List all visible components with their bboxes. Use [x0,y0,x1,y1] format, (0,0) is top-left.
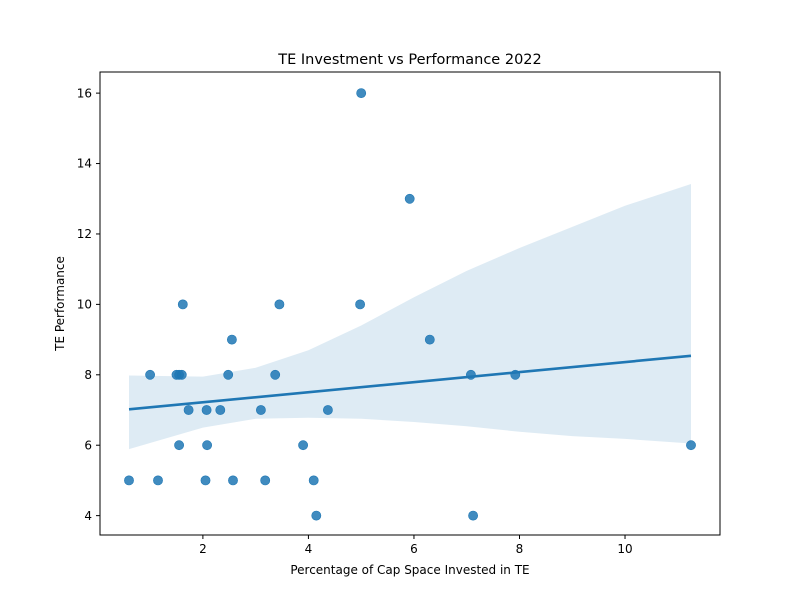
x-axis: 2 4 6 8 10 [199,535,633,556]
data-point [308,475,319,486]
data-point [201,405,212,415]
data-point [124,475,134,486]
x-axis-label: Percentage of Cap Space Invested in TE [290,563,529,577]
data-point [174,440,184,451]
y-tick-label: 16 [77,86,92,100]
y-tick-label: 4 [84,509,92,523]
data-point [223,369,234,380]
data-point [356,88,367,98]
data-point [298,440,308,451]
data-point [311,510,322,521]
y-tick-label: 12 [77,227,92,241]
data-point [200,475,211,486]
data-point [183,405,194,415]
y-tick-label: 8 [84,368,92,382]
data-point [202,440,212,451]
data-point [255,405,266,415]
data-point [355,299,365,310]
confidence-band [129,184,691,450]
y-tick-label: 10 [77,298,92,312]
data-point [686,440,696,451]
data-point [274,299,285,310]
y-tick-label: 6 [84,438,92,452]
data-point [228,475,238,486]
data-point [153,475,163,486]
data-point [177,299,188,310]
data-point [176,369,187,380]
x-tick-label: 8 [516,542,524,556]
y-axis-label: TE Performance [53,256,67,352]
y-axis: 4 6 8 10 12 14 16 [77,86,100,523]
data-point [145,369,155,380]
x-tick-label: 2 [199,542,207,556]
x-tick-label: 6 [410,542,418,556]
y-tick-label: 14 [77,157,92,171]
data-point [424,334,435,345]
data-point [215,405,226,415]
data-point [468,510,478,521]
data-point [404,193,415,204]
chart-title: TE Investment vs Performance 2022 [277,52,542,68]
plot-area [124,88,696,521]
plot-frame [99,71,721,536]
data-point [260,475,271,486]
data-point [226,334,237,345]
data-point [322,405,333,415]
data-point [270,369,281,380]
x-tick-label: 10 [617,542,632,556]
regression-line [128,354,692,411]
x-tick-label: 4 [305,542,313,556]
